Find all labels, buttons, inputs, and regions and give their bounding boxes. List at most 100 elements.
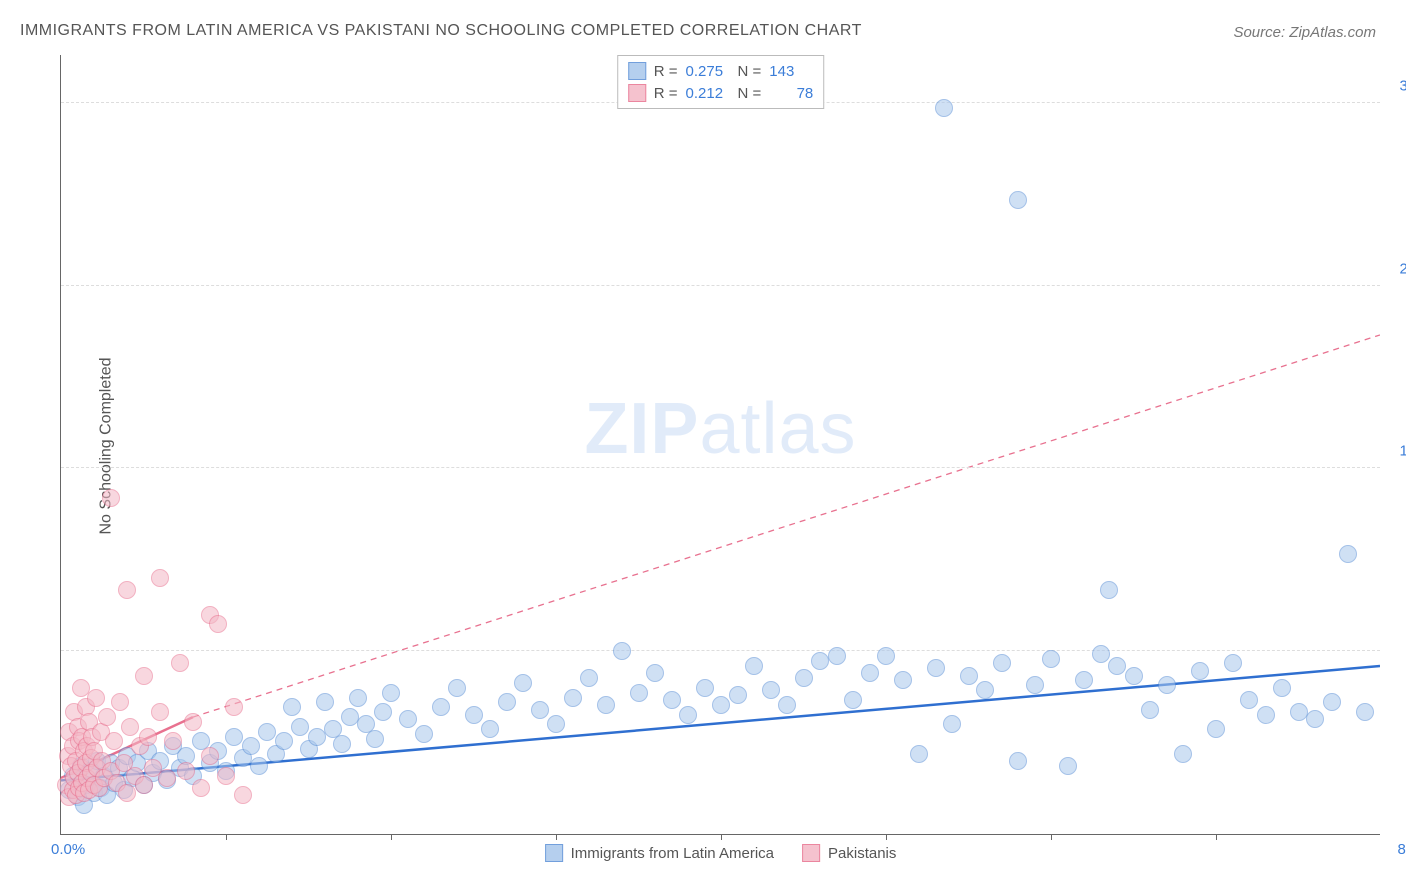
source-attribution: Source: ZipAtlas.com	[1233, 24, 1376, 41]
data-point-latin	[613, 642, 631, 660]
r-label: R =	[654, 63, 678, 80]
data-point-latin	[1290, 703, 1308, 721]
gridline	[61, 467, 1380, 468]
data-point-latin	[811, 652, 829, 670]
data-point-latin	[1174, 745, 1192, 763]
plot-area: ZIPatlas R = 0.275 N = 143 R = 0.212 N =…	[60, 55, 1380, 835]
y-tick-label: 22.5%	[1387, 260, 1406, 277]
n-value-latin: 143	[769, 63, 813, 80]
data-point-pakistani	[135, 776, 153, 794]
data-point-latin	[1191, 662, 1209, 680]
data-point-latin	[1257, 706, 1275, 724]
data-point-latin	[399, 710, 417, 728]
swatch-pakistani	[802, 844, 820, 862]
data-point-pakistani	[105, 732, 123, 750]
chart-title: IMMIGRANTS FROM LATIN AMERICA VS PAKISTA…	[20, 22, 862, 40]
x-tick	[1216, 834, 1217, 840]
x-tick	[1051, 834, 1052, 840]
data-point-latin	[1108, 657, 1126, 675]
data-point-latin	[1158, 676, 1176, 694]
data-point-latin	[1009, 191, 1027, 209]
data-point-latin	[1356, 703, 1374, 721]
data-point-pakistani	[234, 786, 252, 804]
data-point-latin	[225, 728, 243, 746]
data-point-latin	[927, 659, 945, 677]
data-point-latin	[1224, 654, 1242, 672]
data-point-latin	[283, 698, 301, 716]
legend-item-pakistani: Pakistanis	[802, 844, 896, 862]
data-point-latin	[877, 647, 895, 665]
data-point-pakistani	[225, 698, 243, 716]
x-tick	[721, 834, 722, 840]
trend-lines	[61, 55, 1380, 834]
data-point-latin	[341, 708, 359, 726]
data-point-latin	[663, 691, 681, 709]
data-point-latin	[1100, 581, 1118, 599]
gridline	[61, 285, 1380, 286]
data-point-latin	[993, 654, 1011, 672]
data-point-latin	[844, 691, 862, 709]
data-point-latin	[597, 696, 615, 714]
data-point-latin	[960, 667, 978, 685]
n-value-pakistani: 78	[769, 85, 813, 102]
data-point-latin	[696, 679, 714, 697]
swatch-latin	[545, 844, 563, 862]
data-point-latin	[1207, 720, 1225, 738]
data-point-latin	[679, 706, 697, 724]
data-point-latin	[910, 745, 928, 763]
data-point-latin	[745, 657, 763, 675]
data-point-latin	[291, 718, 309, 736]
y-tick-label: 30.0%	[1387, 77, 1406, 94]
data-point-latin	[242, 737, 260, 755]
x-axis-min: 0.0%	[51, 841, 85, 858]
x-tick	[556, 834, 557, 840]
data-point-latin	[1240, 691, 1258, 709]
data-point-latin	[333, 735, 351, 753]
data-point-latin	[1273, 679, 1291, 697]
data-point-latin	[366, 730, 384, 748]
data-point-latin	[1125, 667, 1143, 685]
data-point-latin	[514, 674, 532, 692]
data-point-pakistani	[177, 762, 195, 780]
data-point-pakistani	[151, 569, 169, 587]
x-tick	[886, 834, 887, 840]
data-point-latin	[481, 720, 499, 738]
n-label: N =	[738, 63, 762, 80]
legend-series: Immigrants from Latin America Pakistanis	[545, 844, 897, 862]
gridline	[61, 650, 1380, 651]
r-value-pakistani: 0.212	[686, 85, 730, 102]
data-point-pakistani	[192, 779, 210, 797]
data-point-pakistani	[217, 767, 235, 785]
data-point-pakistani	[201, 747, 219, 765]
legend-correlation: R = 0.275 N = 143 R = 0.212 N = 78	[617, 55, 825, 109]
y-tick-label: 15.0%	[1387, 443, 1406, 460]
data-point-pakistani	[209, 615, 227, 633]
y-tick-label: 7.5%	[1387, 626, 1406, 643]
data-point-latin	[729, 686, 747, 704]
data-point-latin	[1026, 676, 1044, 694]
data-point-latin	[1306, 710, 1324, 728]
data-point-latin	[382, 684, 400, 702]
watermark: ZIPatlas	[584, 388, 856, 470]
legend-label-latin: Immigrants from Latin America	[571, 845, 774, 862]
data-point-latin	[448, 679, 466, 697]
r-label: R =	[654, 85, 678, 102]
data-point-latin	[415, 725, 433, 743]
data-point-pakistani	[118, 581, 136, 599]
data-point-latin	[1141, 701, 1159, 719]
data-point-latin	[976, 681, 994, 699]
data-point-pakistani	[151, 703, 169, 721]
data-point-pakistani	[118, 784, 136, 802]
data-point-latin	[498, 693, 516, 711]
data-point-latin	[465, 706, 483, 724]
legend-item-latin: Immigrants from Latin America	[545, 844, 774, 862]
data-point-pakistani	[98, 708, 116, 726]
data-point-latin	[1323, 693, 1341, 711]
data-point-latin	[1059, 757, 1077, 775]
x-tick	[391, 834, 392, 840]
r-value-latin: 0.275	[686, 63, 730, 80]
data-point-latin	[894, 671, 912, 689]
x-tick	[226, 834, 227, 840]
legend-row-latin: R = 0.275 N = 143	[628, 60, 814, 82]
data-point-latin	[374, 703, 392, 721]
